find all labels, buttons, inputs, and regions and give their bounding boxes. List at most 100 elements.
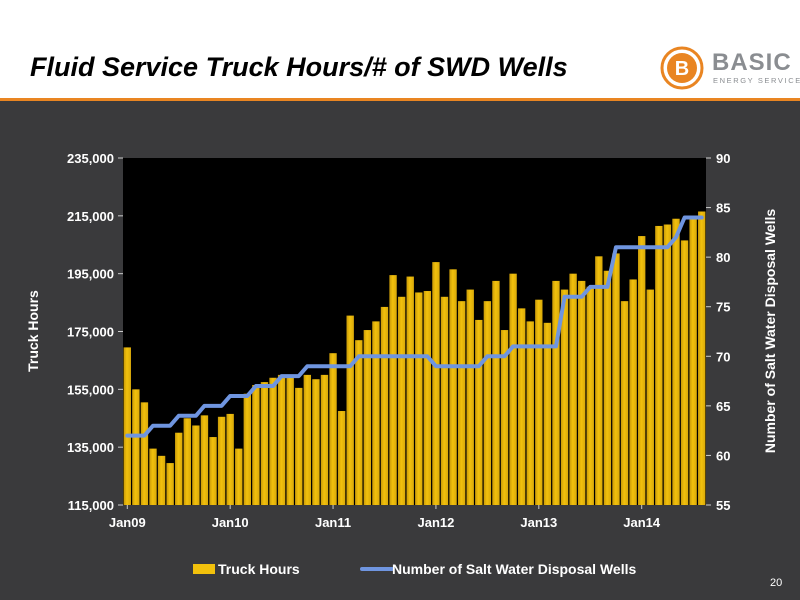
bar-Sep11	[397, 296, 406, 505]
right-tick-label: 55	[716, 498, 730, 513]
bar-Jul13	[586, 286, 594, 505]
bar-May09	[157, 455, 166, 505]
bar-Dec10	[320, 374, 329, 506]
legend-bar-swatch	[193, 564, 215, 574]
left-tick-label: 115,000	[68, 498, 114, 513]
page-number: 20	[770, 577, 783, 589]
bar-series	[123, 211, 706, 506]
bar-Sep12	[500, 330, 509, 505]
bar-Mar11	[346, 315, 354, 505]
right-tick-label: 85	[716, 201, 730, 216]
bar-Dec09	[217, 416, 226, 505]
x-tick-label: Jan12	[417, 515, 454, 530]
logo-name: BASIC	[712, 49, 792, 76]
logo-b-icon: B	[660, 46, 704, 90]
logo-tagline: ENERGY SERVICES	[713, 76, 800, 85]
bar-Jan09	[123, 347, 131, 505]
bar-Jun13	[578, 280, 586, 505]
bar-Apr12	[457, 301, 466, 505]
bar-Apr13	[560, 289, 569, 505]
bar-Aug12	[492, 280, 500, 505]
x-tick-label: Jan09	[109, 515, 146, 530]
right-tick-label: 80	[716, 250, 730, 265]
x-tick-label: Jan11	[315, 515, 351, 530]
bar-Dec12	[526, 321, 534, 505]
bar-Oct10	[303, 374, 312, 506]
legend: Truck Hours Number of Salt Water Disposa…	[193, 561, 636, 577]
legend-line-label: Number of Salt Water Disposal Wells	[392, 561, 636, 577]
bar-May11	[363, 330, 372, 505]
left-tick-label: 175,000	[67, 325, 114, 340]
bar-Jul12	[483, 301, 492, 505]
bar-Feb12	[440, 296, 449, 505]
bar-Jan11	[329, 353, 337, 505]
right-tick-label: 65	[716, 399, 730, 414]
bar-Jun14	[680, 240, 689, 505]
bar-Jan10	[226, 413, 234, 505]
bar-Feb09	[132, 389, 140, 505]
bar-Mar12	[449, 269, 457, 505]
bar-Mar14	[655, 225, 663, 505]
right-tick-label: 90	[716, 151, 730, 166]
header-divider	[0, 98, 800, 101]
bar-May14	[672, 218, 680, 506]
bar-Dec11	[423, 291, 432, 505]
bar-Sep09	[192, 425, 200, 505]
bar-Nov12	[517, 308, 526, 505]
bar-May13	[569, 273, 577, 505]
bar-Aug11	[389, 275, 397, 505]
logo-letter: B	[675, 58, 689, 80]
bar-Apr09	[149, 448, 157, 505]
bar-Jun11	[372, 321, 380, 505]
left-axis-title: Truck Hours	[25, 290, 41, 372]
bar-Sep10	[295, 387, 303, 505]
x-tick-label: Jan14	[623, 515, 661, 530]
bar-Jan13	[535, 299, 543, 505]
bar-Jul14	[689, 217, 697, 505]
bar-May12	[466, 289, 474, 505]
bar-Oct13	[612, 253, 620, 505]
company-logo: B BASIC ENERGY SERVICES	[660, 46, 800, 90]
x-axis-ticks: Jan09 Jan10 Jan11 Jan12 Jan13 Jan14	[109, 505, 661, 530]
bar-Dec13	[629, 279, 637, 505]
right-tick-label: 60	[716, 448, 730, 463]
bar-Jul11	[380, 306, 389, 505]
right-tick-label: 70	[716, 349, 730, 364]
right-axis-title: Number of Salt Water Disposal Wells	[762, 209, 778, 453]
bar-Feb13	[543, 322, 552, 505]
bar-Nov11	[415, 292, 423, 505]
bar-Apr10	[252, 385, 260, 505]
bar-Jul09	[175, 432, 183, 505]
x-tick-label: Jan13	[520, 515, 557, 530]
right-axis-ticks: 55 60 65 70 75 80 85 90	[706, 151, 730, 513]
bar-Mar13	[552, 280, 560, 505]
left-tick-label: 155,000	[67, 382, 114, 397]
left-tick-label: 235,000	[67, 151, 114, 166]
bar-Aug10	[286, 374, 294, 506]
bar-Sep13	[603, 270, 612, 505]
left-tick-label: 195,000	[67, 267, 114, 282]
bar-Oct09	[200, 415, 209, 505]
left-tick-label: 135,000	[67, 440, 114, 455]
bar-Aug14	[698, 211, 706, 505]
bar-Feb14	[646, 289, 654, 505]
bar-May10	[260, 382, 269, 505]
wells-line	[125, 215, 704, 438]
bar-Jan12	[432, 262, 440, 505]
bar-Jun10	[269, 377, 277, 505]
left-tick-label: 215,000	[67, 209, 114, 224]
bar-Feb11	[337, 411, 346, 505]
bar-Aug09	[183, 418, 191, 505]
bar-Oct11	[406, 276, 414, 505]
legend-bar-label: Truck Hours	[218, 561, 300, 577]
bar-Feb10	[235, 448, 243, 505]
bar-Nov13	[620, 301, 629, 505]
bar-Oct12	[509, 273, 517, 505]
bar-Nov09	[209, 437, 217, 505]
bar-Apr14	[663, 224, 672, 505]
x-tick-label: Jan10	[212, 515, 249, 530]
bar-Mar10	[243, 393, 251, 505]
left-axis-ticks: 115,000 135,000 155,000 175,000 195,000 215,0…	[67, 151, 123, 513]
